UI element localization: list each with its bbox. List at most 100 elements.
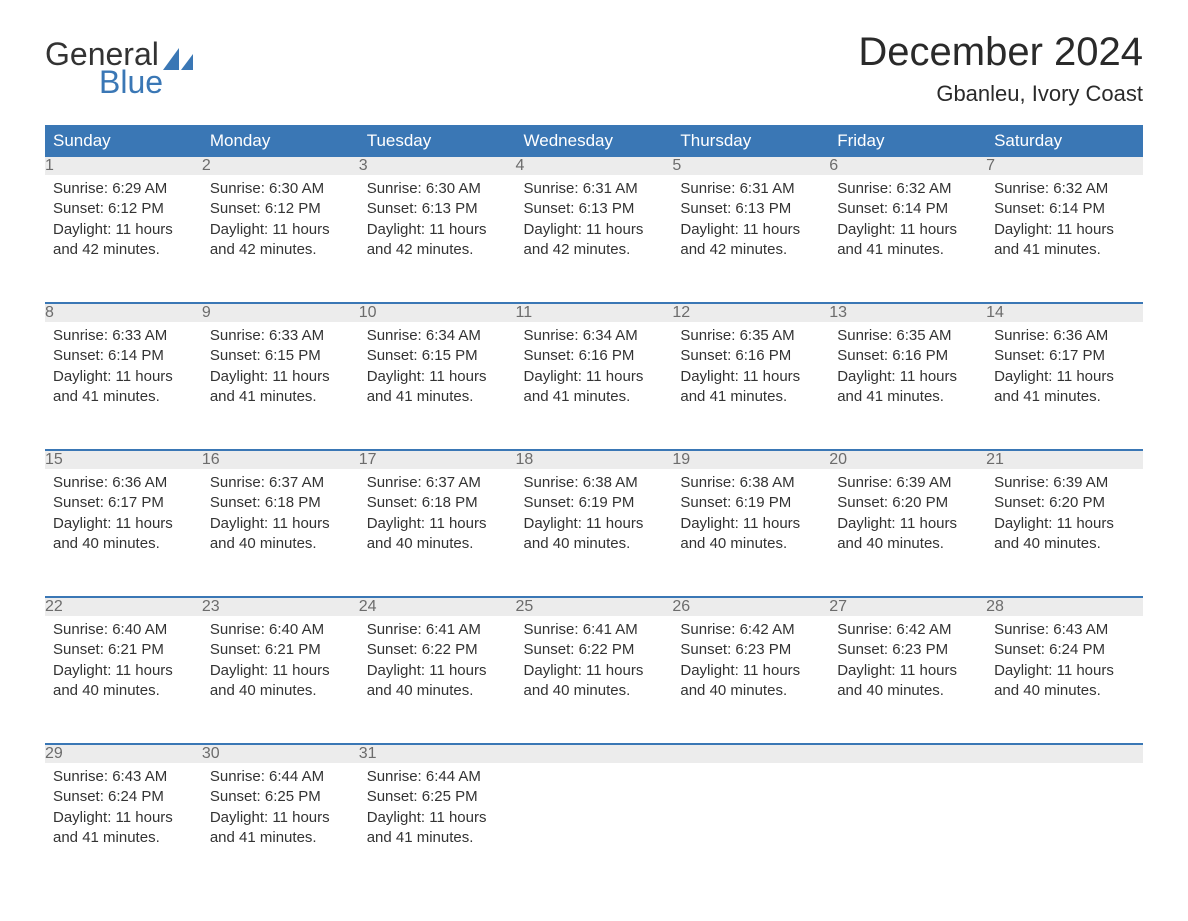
day-cell: Sunrise: 6:43 AMSunset: 6:24 PMDaylight:… <box>986 616 1143 744</box>
daynum-row: 293031 <box>45 745 1143 763</box>
sunrise-line: Sunrise: 6:41 AM <box>367 620 508 640</box>
daylight-line: Daylight: 11 hours and 40 minutes. <box>994 661 1135 702</box>
day-body: Sunrise: 6:37 AMSunset: 6:18 PMDaylight:… <box>359 469 516 564</box>
sunrise-line: Sunrise: 6:40 AM <box>53 620 194 640</box>
day-number-cell <box>829 745 986 763</box>
title-block: December 2024 Gbanleu, Ivory Coast <box>858 30 1143 107</box>
day-body: Sunrise: 6:37 AMSunset: 6:18 PMDaylight:… <box>202 469 359 564</box>
day-body: Sunrise: 6:38 AMSunset: 6:19 PMDaylight:… <box>672 469 829 564</box>
day-cell: Sunrise: 6:36 AMSunset: 6:17 PMDaylight:… <box>45 469 202 597</box>
sunset-line: Sunset: 6:18 PM <box>367 493 508 513</box>
sunset-line: Sunset: 6:21 PM <box>53 640 194 660</box>
day-cell: Sunrise: 6:32 AMSunset: 6:14 PMDaylight:… <box>986 175 1143 303</box>
sunrise-line: Sunrise: 6:36 AM <box>53 473 194 493</box>
sunrise-line: Sunrise: 6:34 AM <box>524 326 665 346</box>
sunset-line: Sunset: 6:17 PM <box>53 493 194 513</box>
weekday-header: Friday <box>829 125 986 157</box>
day-body: Sunrise: 6:39 AMSunset: 6:20 PMDaylight:… <box>829 469 986 564</box>
day-number-cell <box>516 745 673 763</box>
day-cell: Sunrise: 6:36 AMSunset: 6:17 PMDaylight:… <box>986 322 1143 450</box>
daylight-line: Daylight: 11 hours and 42 minutes. <box>210 220 351 261</box>
weekday-header-row: Sunday Monday Tuesday Wednesday Thursday… <box>45 125 1143 157</box>
daylight-line: Daylight: 11 hours and 40 minutes. <box>367 514 508 555</box>
sunrise-line: Sunrise: 6:30 AM <box>367 179 508 199</box>
day-number-cell: 26 <box>672 598 829 616</box>
day-body: Sunrise: 6:32 AMSunset: 6:14 PMDaylight:… <box>986 175 1143 270</box>
day-number-cell: 24 <box>359 598 516 616</box>
weekday-header: Monday <box>202 125 359 157</box>
day-body: Sunrise: 6:35 AMSunset: 6:16 PMDaylight:… <box>672 322 829 417</box>
daynum-row: 15161718192021 <box>45 451 1143 469</box>
day-cell: Sunrise: 6:37 AMSunset: 6:18 PMDaylight:… <box>202 469 359 597</box>
day-cell: Sunrise: 6:38 AMSunset: 6:19 PMDaylight:… <box>516 469 673 597</box>
daylight-line: Daylight: 11 hours and 41 minutes. <box>53 367 194 408</box>
day-number-cell: 2 <box>202 157 359 175</box>
day-cell: Sunrise: 6:44 AMSunset: 6:25 PMDaylight:… <box>359 763 516 891</box>
day-body: Sunrise: 6:42 AMSunset: 6:23 PMDaylight:… <box>672 616 829 711</box>
day-cell <box>516 763 673 891</box>
daybody-row: Sunrise: 6:36 AMSunset: 6:17 PM Daylight:… <box>45 469 1143 597</box>
sunset-line: Sunset: 6:20 PM <box>837 493 978 513</box>
sunrise-line: Sunrise: 6:32 AM <box>994 179 1135 199</box>
day-cell: Sunrise: 6:40 AMSunset: 6:21 PMDaylight:… <box>45 616 202 744</box>
logo-text-blue: Blue <box>99 66 193 98</box>
day-body: Sunrise: 6:31 AMSunset: 6:13 PMDaylight:… <box>516 175 673 270</box>
daylight-line: Daylight: 11 hours and 40 minutes. <box>210 514 351 555</box>
day-number-cell: 9 <box>202 304 359 322</box>
day-number-cell: 4 <box>516 157 673 175</box>
day-cell: Sunrise: 6:34 AMSunset: 6:15 PMDaylight:… <box>359 322 516 450</box>
day-cell: Sunrise: 6:30 AMSunset: 6:12 PMDaylight:… <box>202 175 359 303</box>
daylight-line: Daylight: 11 hours and 40 minutes. <box>524 661 665 702</box>
sunrise-line: Sunrise: 6:35 AM <box>837 326 978 346</box>
day-body: Sunrise: 6:31 AMSunset: 6:13 PMDaylight:… <box>672 175 829 270</box>
sunset-line: Sunset: 6:25 PM <box>210 787 351 807</box>
day-number-cell: 6 <box>829 157 986 175</box>
day-number-cell: 14 <box>986 304 1143 322</box>
sunset-line: Sunset: 6:14 PM <box>53 346 194 366</box>
sunset-line: Sunset: 6:23 PM <box>837 640 978 660</box>
sunrise-line: Sunrise: 6:29 AM <box>53 179 194 199</box>
day-number-cell: 16 <box>202 451 359 469</box>
day-cell: Sunrise: 6:43 AMSunset: 6:24 PMDaylight:… <box>45 763 202 891</box>
day-cell: Sunrise: 6:38 AMSunset: 6:19 PMDaylight:… <box>672 469 829 597</box>
day-cell <box>986 763 1143 891</box>
sunrise-line: Sunrise: 6:40 AM <box>210 620 351 640</box>
day-number-cell: 19 <box>672 451 829 469</box>
sunrise-line: Sunrise: 6:33 AM <box>210 326 351 346</box>
sunset-line: Sunset: 6:22 PM <box>367 640 508 660</box>
month-title: December 2024 <box>858 30 1143 75</box>
day-body: Sunrise: 6:41 AMSunset: 6:22 PMDaylight:… <box>516 616 673 711</box>
daylight-line: Daylight: 11 hours and 40 minutes. <box>680 661 821 702</box>
sunset-line: Sunset: 6:13 PM <box>367 199 508 219</box>
sunset-line: Sunset: 6:24 PM <box>53 787 194 807</box>
sunrise-line: Sunrise: 6:39 AM <box>994 473 1135 493</box>
daylight-line: Daylight: 11 hours and 41 minutes. <box>210 367 351 408</box>
sunset-line: Sunset: 6:16 PM <box>680 346 821 366</box>
sunset-line: Sunset: 6:15 PM <box>367 346 508 366</box>
sunrise-line: Sunrise: 6:32 AM <box>837 179 978 199</box>
sunrise-line: Sunrise: 6:39 AM <box>837 473 978 493</box>
day-body: Sunrise: 6:44 AMSunset: 6:25 PMDaylight:… <box>202 763 359 858</box>
day-cell: Sunrise: 6:31 AMSunset: 6:13 PMDaylight:… <box>516 175 673 303</box>
day-body: Sunrise: 6:30 AMSunset: 6:13 PMDaylight:… <box>359 175 516 270</box>
sunset-line: Sunset: 6:16 PM <box>837 346 978 366</box>
daylight-line: Daylight: 11 hours and 41 minutes. <box>994 367 1135 408</box>
sunrise-line: Sunrise: 6:34 AM <box>367 326 508 346</box>
sunset-line: Sunset: 6:20 PM <box>994 493 1135 513</box>
daylight-line: Daylight: 11 hours and 40 minutes. <box>367 661 508 702</box>
day-cell <box>672 763 829 891</box>
day-number-cell: 15 <box>45 451 202 469</box>
daybody-row: Sunrise: 6:33 AMSunset: 6:14 PMDaylight:… <box>45 322 1143 450</box>
daylight-line: Daylight: 11 hours and 40 minutes. <box>53 661 194 702</box>
day-number-cell: 25 <box>516 598 673 616</box>
daynum-row: 891011121314 <box>45 304 1143 322</box>
daylight-line: Daylight: 11 hours and 42 minutes. <box>524 220 665 261</box>
day-body: Sunrise: 6:36 AMSunset: 6:17 PMDaylight:… <box>986 322 1143 417</box>
day-cell: Sunrise: 6:35 AMSunset: 6:16 PMDaylight:… <box>829 322 986 450</box>
day-body: Sunrise: 6:40 AMSunset: 6:21 PMDaylight:… <box>202 616 359 711</box>
daylight-line: Daylight: 11 hours and 41 minutes. <box>524 367 665 408</box>
sunrise-line: Sunrise: 6:30 AM <box>210 179 351 199</box>
sunset-line: Sunset: 6:14 PM <box>837 199 978 219</box>
day-body: Sunrise: 6:41 AMSunset: 6:22 PMDaylight:… <box>359 616 516 711</box>
header: General Blue December 2024 Gbanleu, Ivor… <box>45 30 1143 107</box>
